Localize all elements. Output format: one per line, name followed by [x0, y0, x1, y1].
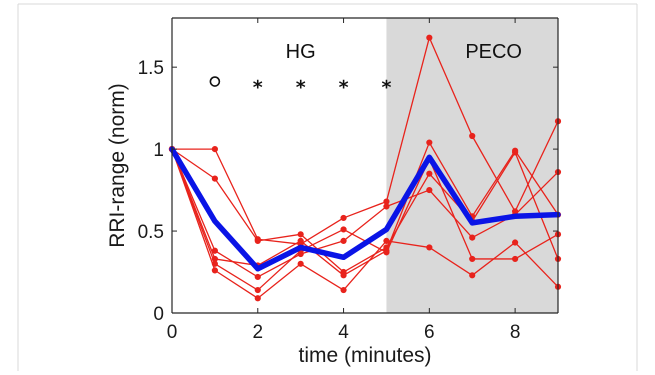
x-tick-label: 2: [252, 322, 263, 343]
series-line: [171, 148, 559, 299]
y-tick-label: 1: [153, 140, 164, 161]
series-line: [171, 37, 559, 245]
data-point: [383, 203, 390, 210]
data-point: [383, 247, 390, 254]
series-individual-3: [168, 146, 562, 281]
x-tick-label: 8: [510, 322, 521, 343]
data-point: [254, 295, 261, 302]
mean-line: [169, 146, 561, 272]
data-point: [512, 147, 519, 154]
data-point: [340, 226, 347, 233]
data-point: [340, 272, 347, 279]
series-line: [171, 148, 559, 278]
region-label-peco: PECO: [465, 41, 522, 63]
y-axis-label: RRI-range (norm): [106, 83, 129, 248]
significance-marker-asterisk: *: [253, 77, 263, 99]
data-point: [469, 132, 476, 140]
data-point: [426, 170, 433, 177]
data-point: [512, 239, 519, 246]
significance-marker-asterisk: *: [381, 77, 391, 99]
data-point: [340, 214, 347, 222]
data-point: [426, 34, 433, 41]
data-point: [211, 146, 218, 153]
data-point: [211, 267, 218, 274]
data-point: [469, 255, 476, 263]
data-point: [340, 237, 347, 244]
x-tick-label: 6: [424, 322, 435, 343]
data-point: [469, 272, 476, 279]
series-mean: [169, 146, 561, 272]
data-point: [297, 237, 304, 244]
data-point: [426, 244, 433, 251]
region-label-hg: HG: [286, 41, 316, 63]
plot-area: * * * *: [168, 18, 562, 313]
chart-text: time (minutes) RRI-range (norm) HG PECO: [106, 41, 522, 367]
x-tick-label: 4: [338, 322, 349, 343]
data-point: [297, 231, 304, 238]
data-point: [297, 260, 304, 267]
x-axis-label: time (minutes): [298, 344, 431, 367]
series-line: [171, 148, 559, 273]
shaded-region-peco: [386, 18, 558, 313]
data-point: [469, 234, 476, 241]
data-point: [426, 139, 433, 146]
y-tick-label: 0: [153, 304, 164, 325]
data-point: [211, 175, 218, 182]
y-tick-label: 1.5: [138, 58, 164, 79]
data-point: [254, 286, 261, 294]
significance-marker-circle: [209, 76, 221, 87]
data-point: [254, 273, 261, 281]
y-tick-label: 0.5: [138, 222, 164, 243]
data-point: [426, 186, 433, 194]
series-line: [171, 141, 559, 276]
data-point: [340, 286, 347, 294]
x-tick-label: 0: [167, 322, 178, 343]
data-point: [211, 255, 218, 263]
axes: 0 2 4 6 8 0 0.5 1 1.5: [138, 17, 559, 343]
significance-marker-asterisk: *: [339, 77, 349, 99]
data-point: [512, 255, 519, 263]
data-point: [254, 237, 261, 244]
data-point: [383, 237, 390, 244]
significance-marker-asterisk: *: [296, 77, 306, 99]
